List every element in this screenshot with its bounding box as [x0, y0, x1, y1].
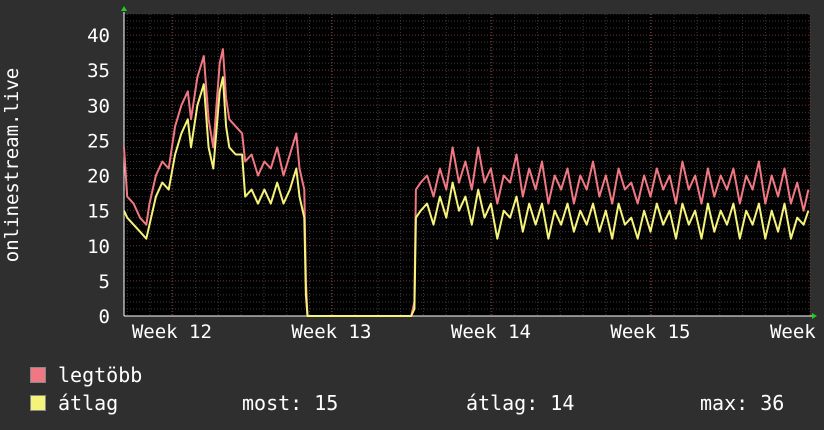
x-tick-label: Week 12: [132, 321, 212, 343]
legend-label-max: legtöbb: [58, 363, 143, 387]
x-tick-label: Week 15: [610, 321, 690, 343]
x-tick-label: Week 14: [451, 321, 531, 343]
legend-label-avg: átlag: [58, 391, 119, 415]
y-tick-label: 15: [87, 201, 110, 223]
y-tick-label: 40: [87, 25, 110, 47]
tick-labels: 0 5 10 15 20 25 30 35 40 Week 12 Week 13 Week 14 Wee…: [87, 25, 824, 343]
y-tick-label: 30: [87, 95, 110, 117]
y-tick-label: 10: [87, 236, 110, 258]
x-tick-label: Week 16: [770, 321, 824, 343]
legend-item-avg: átlag: [30, 391, 118, 415]
y-axis-label: onlinestream.live: [1, 68, 23, 262]
grid: [124, 13, 811, 317]
y-tick-label: 5: [99, 271, 110, 293]
series-line-legtobb: [123, 48, 810, 317]
y-tick-label: 35: [87, 60, 110, 82]
legend-swatch-avg: [30, 395, 46, 411]
y-tick-label: 20: [87, 166, 110, 188]
stat-avg: átlag: 14: [466, 391, 575, 415]
y-axis-arrow: [121, 6, 127, 11]
legend-item-max: legtöbb: [30, 363, 142, 387]
series-line-atlag: [123, 76, 810, 317]
chart: 0 5 10 15 20 25 30 35 40 Week 12 Week 13 Week 14 Wee…: [1, 6, 824, 343]
x-tick-label: Week 13: [291, 321, 371, 343]
stat-now: most: 15: [242, 391, 339, 415]
axes: [121, 6, 817, 319]
legend-swatch-max: [30, 367, 46, 383]
series-group: [123, 48, 810, 317]
y-tick-label: 0: [99, 306, 110, 328]
x-axis-arrow: [812, 313, 817, 319]
y-tick-label: 25: [87, 130, 110, 152]
stat-max: max: 36: [700, 391, 785, 415]
